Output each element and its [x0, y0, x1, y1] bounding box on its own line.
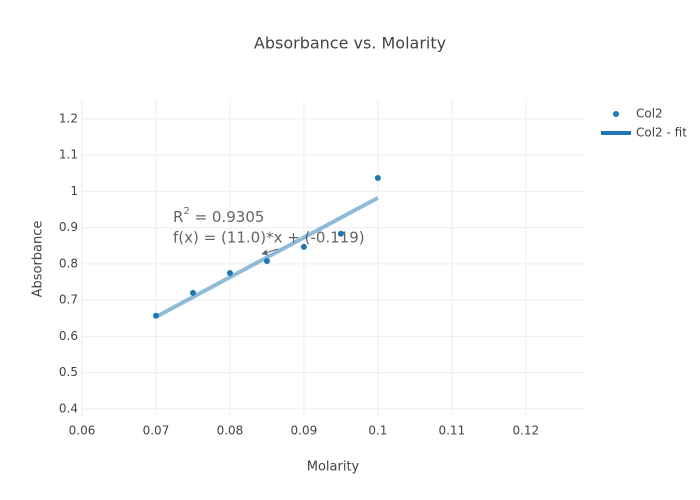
x-tick-label: 0.08 [217, 424, 244, 438]
y-axis-label: Absorbance [31, 221, 46, 298]
fit-line [155, 196, 379, 319]
r-symbol: R [173, 208, 183, 226]
y-tick-label: 0.6 [59, 329, 78, 343]
y-tick-label: 0.9 [59, 220, 78, 234]
y-tick-label: 1.2 [59, 111, 78, 125]
x-tick-label: 0.06 [69, 424, 96, 438]
legend-marker [613, 111, 619, 117]
legend-label: Col2 [636, 107, 663, 121]
annotation-arrow [261, 248, 279, 256]
point [337, 230, 344, 237]
x-tick-label: 0.09 [291, 424, 318, 438]
point [300, 243, 307, 250]
legend-label: Col2 - fit [636, 126, 687, 140]
y-tick-label: 1.1 [59, 148, 78, 162]
fit-formula: f(x) = (11.0)*x + (-0.119) [173, 229, 365, 247]
y-tick-label: 0.5 [59, 365, 78, 379]
r-value: = 0.9305 [190, 208, 265, 226]
x-tick-label: 0.1 [368, 424, 387, 438]
y-tick-label: 1 [70, 184, 78, 198]
y-tick-label: 0.7 [59, 293, 78, 307]
y-tick-label: 0.8 [59, 256, 78, 270]
r-squared: R2 = 0.9305 [173, 206, 264, 226]
point [374, 174, 381, 181]
x-tick-label: 0.11 [438, 424, 465, 438]
x-axis-label: Molarity [307, 460, 360, 475]
chart-title: Absorbance vs. Molarity [254, 34, 446, 53]
r-exponent: 2 [183, 206, 189, 217]
x-tick-label: 0.07 [143, 424, 170, 438]
y-tick-label: 0.4 [59, 401, 78, 415]
x-tick-label: 0.12 [512, 424, 539, 438]
